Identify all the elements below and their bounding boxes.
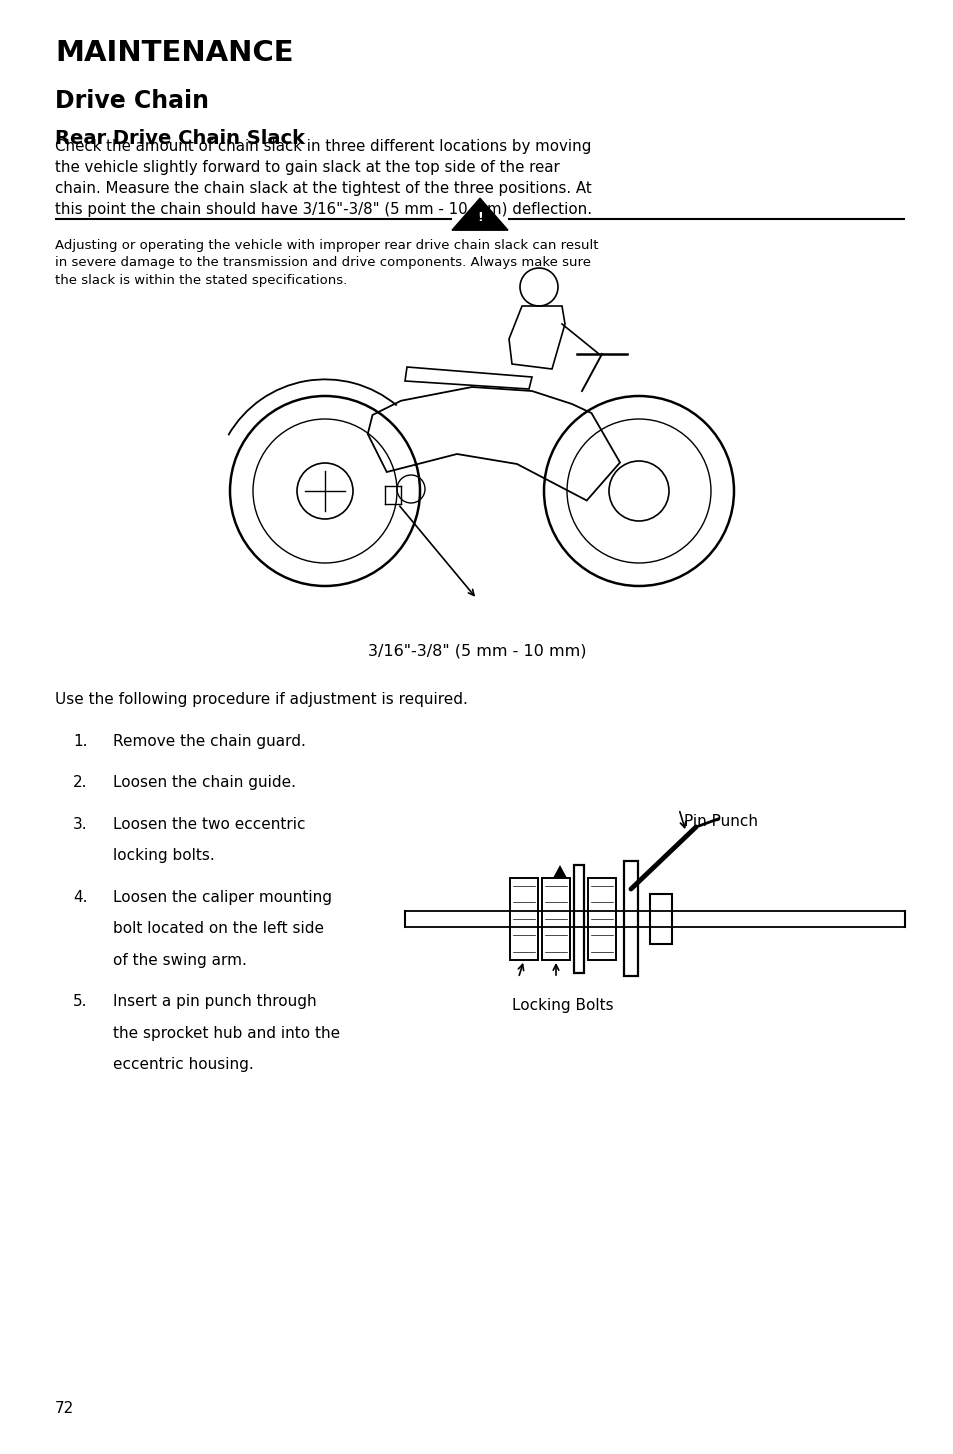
Text: !: !: [476, 211, 482, 224]
Bar: [623, 862, 638, 977]
Bar: [587, 878, 616, 960]
Text: Pin Punch: Pin Punch: [683, 814, 758, 829]
Text: Check the amount of chain slack in three different locations by moving
the vehic: Check the amount of chain slack in three…: [55, 140, 592, 217]
Text: Adjusting or operating the vehicle with improper rear drive chain slack can resu: Adjusting or operating the vehicle with …: [55, 238, 598, 286]
Text: Insert a pin punch through: Insert a pin punch through: [112, 995, 316, 1009]
Text: Loosen the caliper mounting: Loosen the caliper mounting: [112, 890, 332, 904]
Text: Locking Bolts: Locking Bolts: [512, 997, 613, 1013]
Text: MAINTENANCE: MAINTENANCE: [55, 39, 294, 67]
Text: 3/16"-3/8" (5 mm - 10 mm): 3/16"-3/8" (5 mm - 10 mm): [367, 644, 586, 659]
Text: the sprocket hub and into the: the sprocket hub and into the: [112, 1027, 340, 1041]
Text: 5.: 5.: [73, 995, 88, 1009]
Text: bolt located on the left side: bolt located on the left side: [112, 922, 324, 936]
Polygon shape: [553, 865, 566, 878]
Text: 1.: 1.: [73, 734, 88, 749]
Text: 72: 72: [55, 1402, 74, 1416]
Polygon shape: [452, 198, 507, 230]
Bar: [649, 894, 671, 944]
Text: 3.: 3.: [73, 817, 88, 832]
Text: locking bolts.: locking bolts.: [112, 849, 214, 864]
Text: Drive Chain: Drive Chain: [55, 89, 209, 113]
Text: Remove the chain guard.: Remove the chain guard.: [112, 734, 306, 749]
Bar: [574, 865, 583, 973]
Text: of the swing arm.: of the swing arm.: [112, 952, 247, 968]
Text: Rear Drive Chain Slack: Rear Drive Chain Slack: [55, 129, 305, 148]
Bar: [541, 878, 569, 960]
Text: Use the following procedure if adjustment is required.: Use the following procedure if adjustmen…: [55, 692, 467, 707]
Text: Loosen the two eccentric: Loosen the two eccentric: [112, 817, 305, 832]
Text: 2.: 2.: [73, 775, 88, 791]
Bar: [510, 878, 537, 960]
Text: eccentric housing.: eccentric housing.: [112, 1057, 253, 1073]
Text: Loosen the chain guide.: Loosen the chain guide.: [112, 775, 295, 791]
Text: 4.: 4.: [73, 890, 88, 904]
